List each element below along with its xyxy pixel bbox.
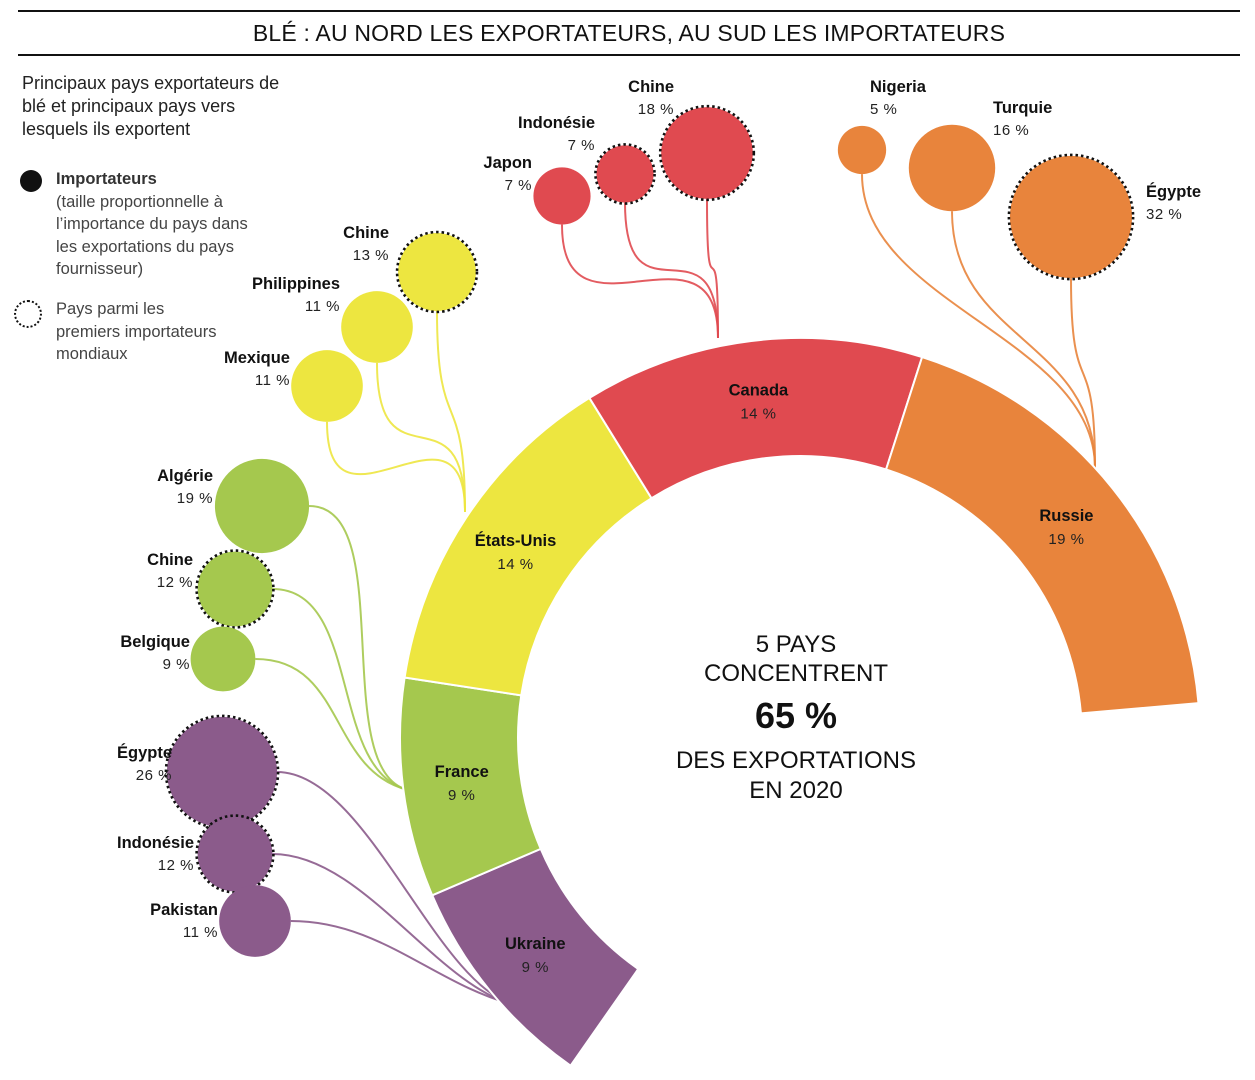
importer-name: Chine	[147, 551, 193, 569]
segment-value: 9 %	[522, 959, 549, 976]
importer-bubble	[190, 626, 256, 692]
top-importer-ring	[594, 143, 656, 205]
importer-bubble	[166, 716, 278, 828]
legend-importers: Importateurs (taille proportionnelle à l…	[14, 168, 256, 281]
importer-name: Philippines	[252, 275, 340, 293]
center-line-4: EN 2020	[749, 777, 842, 804]
links-layer	[255, 174, 1096, 1006]
importer-value: 32 %	[1146, 206, 1182, 223]
labels-layer: Ukraine 9 % France 9 % États-Unis 14 % Canada 1…	[117, 78, 1201, 976]
importer-name: Mexique	[224, 349, 290, 367]
importer-bubble	[398, 233, 476, 311]
importer-name: Nigeria	[870, 78, 927, 96]
bubbles-layer	[164, 104, 1135, 957]
top-importer-ring	[658, 104, 756, 202]
center-line-2: CONCENTRENT	[704, 660, 888, 687]
importer-bubble	[219, 885, 291, 957]
flow-link	[376, 362, 466, 513]
segment-value: 9 %	[448, 787, 475, 804]
segment-label: Canada	[729, 382, 789, 400]
flow-link	[951, 211, 1096, 469]
importer-bubble	[214, 458, 310, 554]
importer-bubble	[661, 107, 753, 199]
importer-name: Égypte	[1146, 182, 1201, 201]
importer-name: Pakistan	[150, 901, 218, 919]
segment-value: 14 %	[740, 406, 776, 423]
segment-label: États-Unis	[475, 531, 557, 550]
flow-link	[309, 505, 409, 791]
flow-link	[272, 853, 516, 1006]
flow-link	[436, 310, 466, 513]
legend-top-importers: Pays parmi les premiers importateurs mon…	[14, 298, 226, 366]
flow-link	[326, 421, 466, 513]
flow-link	[255, 658, 409, 791]
importer-value: 11 %	[305, 298, 340, 315]
importer-name: Algérie	[157, 467, 213, 485]
top-importer-ring	[195, 549, 275, 629]
flow-link	[861, 174, 1096, 469]
importer-name: Japon	[483, 154, 532, 172]
legend-importers-desc: (taille proportionnelle à l’importance d…	[56, 192, 248, 279]
legend-importers-title: Importateurs	[56, 170, 157, 188]
flow-link	[272, 588, 409, 791]
importer-value: 11 %	[183, 924, 218, 941]
segment-label: France	[435, 763, 489, 781]
top-importer-ring	[164, 714, 280, 830]
importer-value: 12 %	[158, 857, 194, 874]
importer-bubble	[341, 291, 413, 363]
center-line-1: 5 PAYS	[756, 631, 836, 658]
importer-value: 5 %	[870, 101, 897, 118]
importer-bubble	[533, 167, 591, 225]
importer-value: 13 %	[353, 247, 389, 264]
title-bar: BLÉ : AU NORD LES EXPORTATEURS, AU SUD L…	[18, 10, 1240, 56]
segment-label: Russie	[1039, 507, 1093, 525]
chart-title: BLÉ : AU NORD LES EXPORTATEURS, AU SUD L…	[252, 19, 1006, 46]
importer-name: Chine	[343, 224, 389, 242]
legend-dotted-circle-icon	[14, 300, 42, 328]
flow-link	[561, 224, 719, 339]
segment-russie	[884, 355, 1200, 715]
importer-value: 19 %	[177, 490, 213, 507]
importer-value: 18 %	[638, 101, 674, 118]
importer-bubble	[596, 145, 654, 203]
importer-value: 7 %	[505, 177, 532, 194]
top-importer-ring	[1007, 153, 1135, 281]
segment-label: Ukraine	[505, 935, 566, 953]
top-importer-ring	[195, 814, 275, 894]
flow-link	[290, 920, 516, 1006]
legend-top-importers-text: Pays parmi les premiers importateurs mon…	[56, 300, 217, 363]
top-importer-ring	[395, 230, 479, 314]
importer-value: 11 %	[255, 372, 290, 389]
importer-bubble	[197, 551, 273, 627]
importer-name: Turquie	[993, 99, 1052, 117]
importer-name: Indonésie	[117, 834, 194, 852]
importer-bubble	[291, 350, 363, 422]
center-line-3: DES EXPORTATIONS	[676, 747, 916, 774]
center-text: 5 PAYS CONCENTRENT 65 % DES EXPORTATIONS…	[676, 631, 916, 804]
flow-link	[277, 771, 516, 1006]
importer-value: 12 %	[157, 574, 193, 591]
center-big-value: 65 %	[755, 695, 837, 736]
chart-subtitle: Principaux pays exportateurs de blé et p…	[22, 73, 280, 139]
importer-value: 16 %	[993, 122, 1029, 139]
legend-solid-circle-icon	[20, 170, 42, 192]
segment-value: 14 %	[497, 556, 533, 573]
flow-link	[624, 202, 719, 339]
importer-name: Indonésie	[518, 114, 595, 132]
importer-bubble	[908, 124, 996, 212]
importer-value: 7 %	[568, 137, 595, 154]
segment-value: 19 %	[1048, 531, 1084, 548]
importer-name: Égypte	[117, 743, 172, 762]
importer-bubble	[837, 125, 887, 175]
flow-link	[706, 198, 719, 339]
importer-value: 26 %	[136, 767, 172, 784]
importer-bubble	[197, 816, 273, 892]
flow-link	[1070, 278, 1096, 469]
importer-name: Belgique	[120, 633, 190, 651]
importer-value: 9 %	[163, 656, 190, 673]
ring-layer	[399, 337, 1200, 1068]
importer-name: Chine	[628, 78, 674, 96]
importer-bubble	[1009, 155, 1133, 279]
